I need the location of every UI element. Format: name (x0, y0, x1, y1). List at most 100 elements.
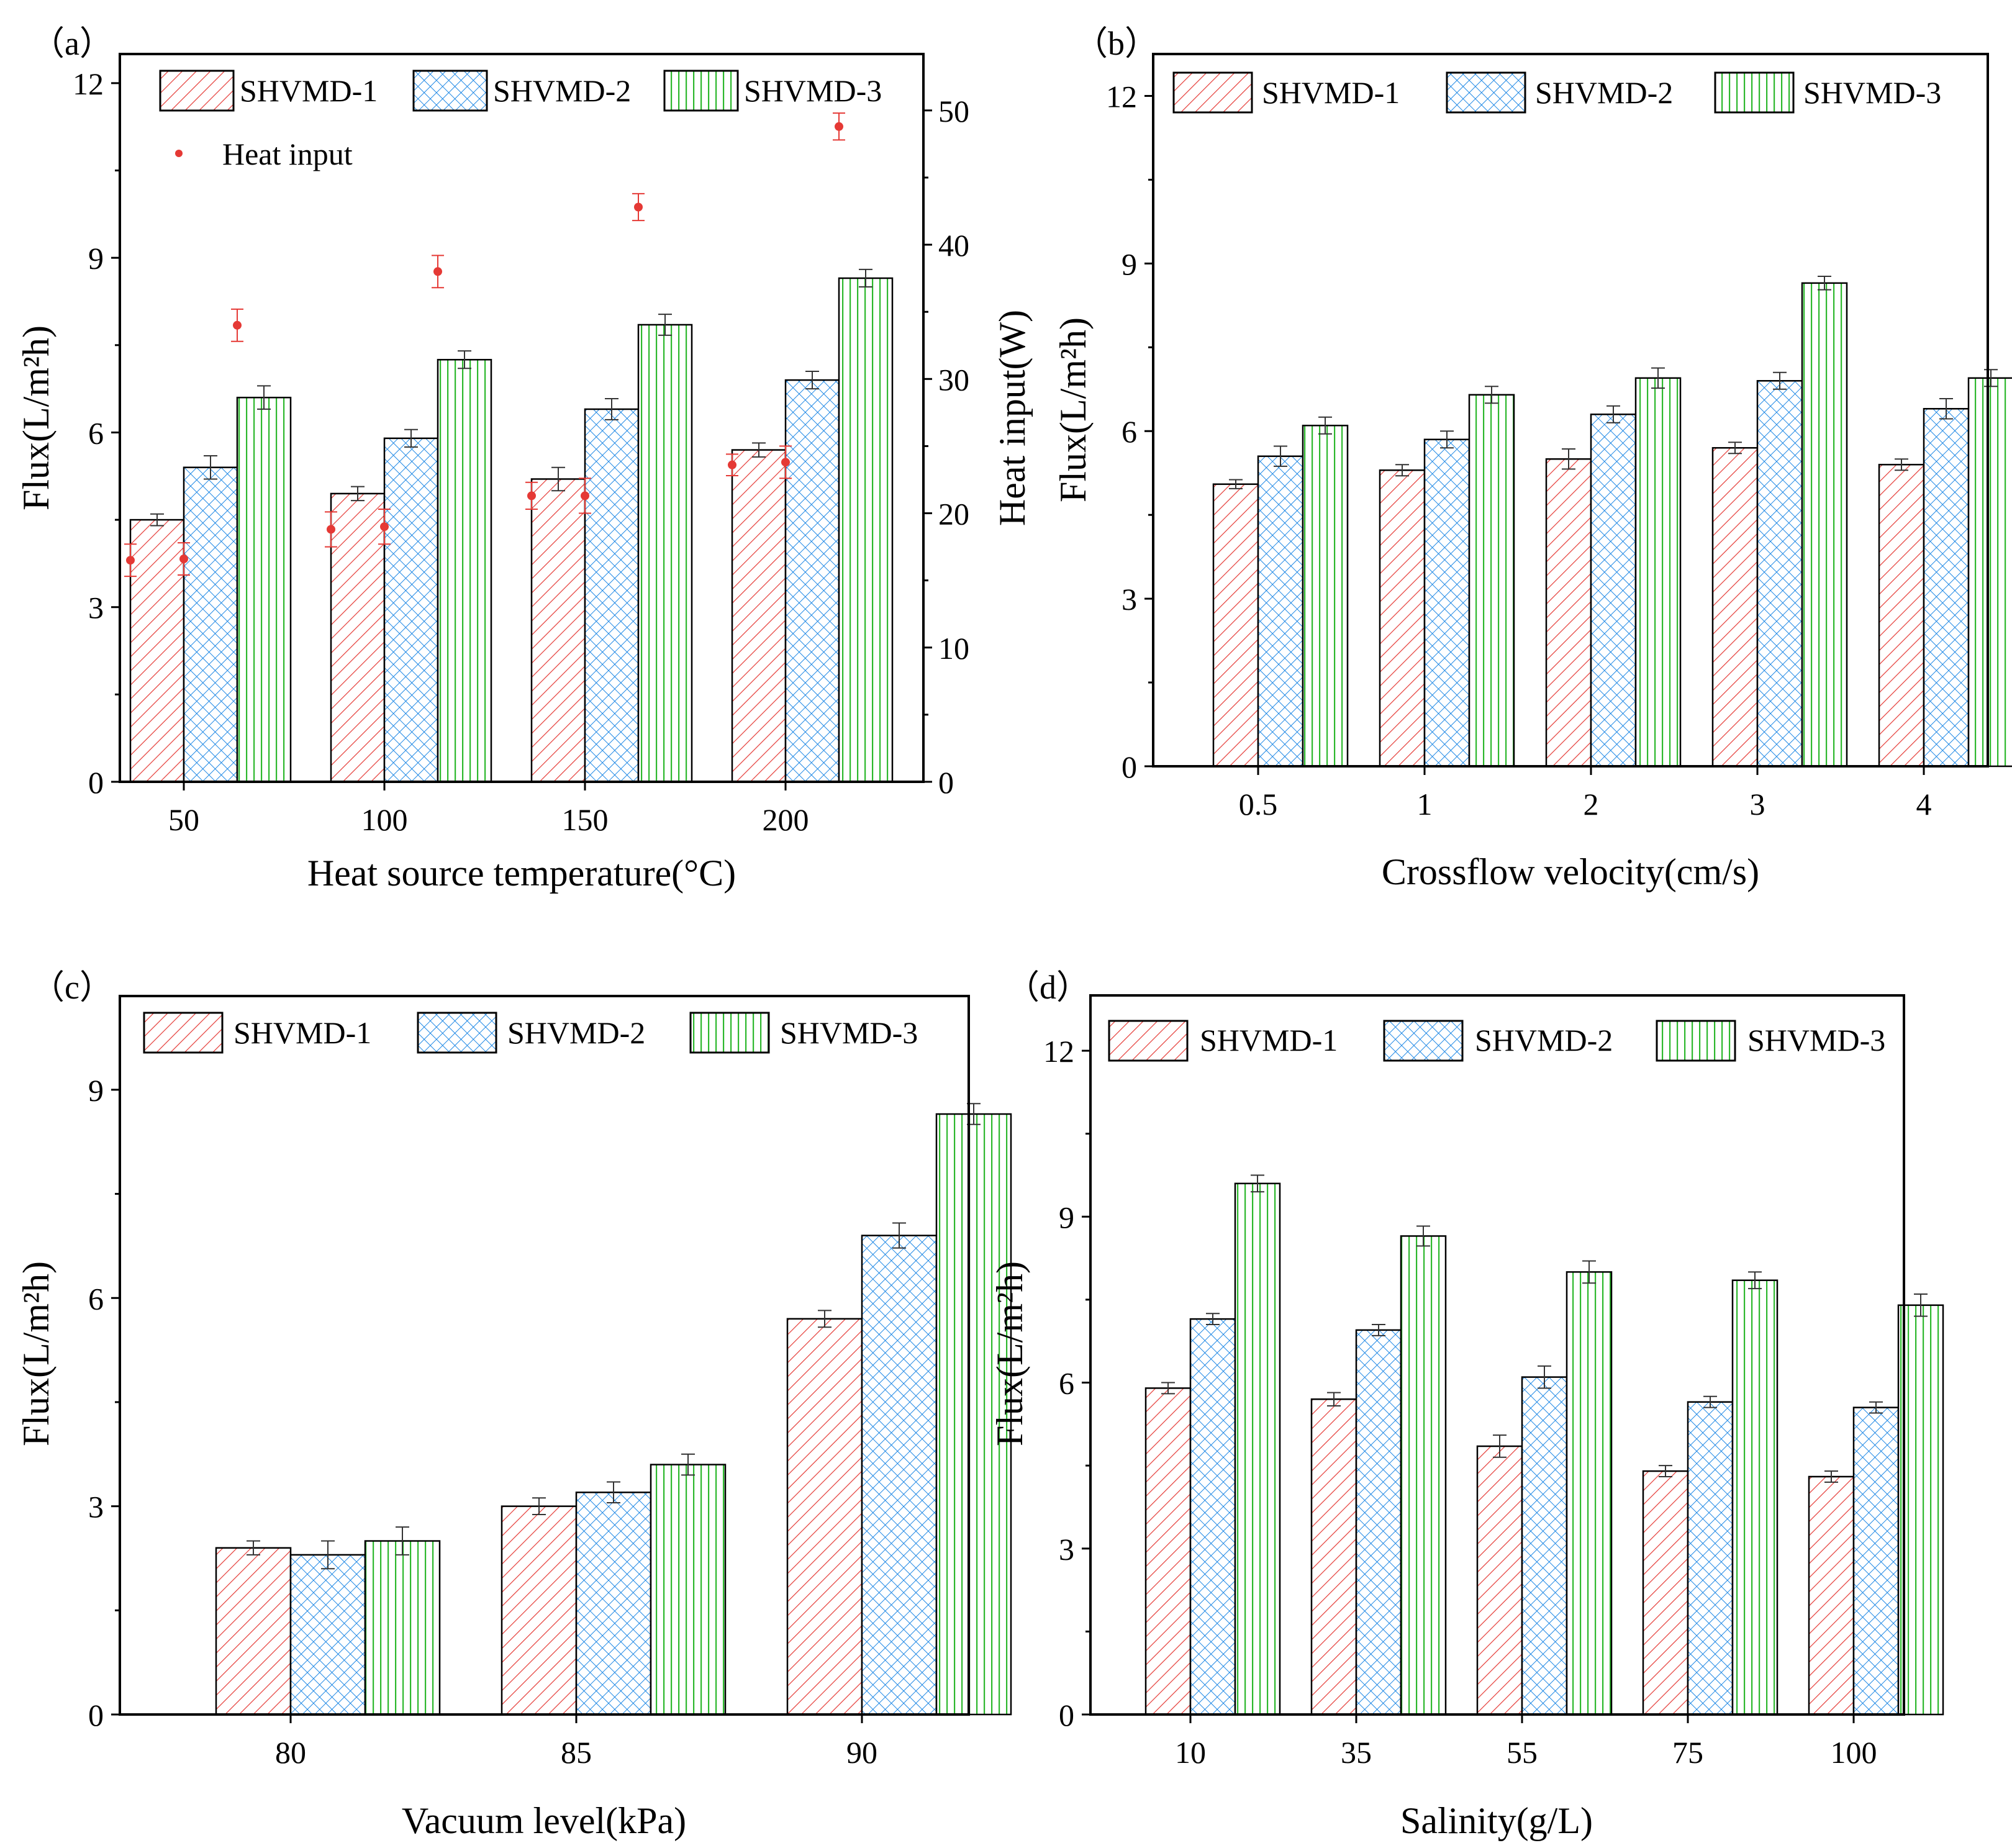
bar-shvmd-2-4 (1923, 408, 1970, 768)
legend-swatch-shvmd-3 (1656, 1020, 1736, 1062)
bar-shvmd-1-100 (1808, 1475, 1855, 1716)
x-tick-label: 3 (1750, 787, 1765, 822)
bar-shvmd-2-2 (1590, 413, 1637, 768)
bar-shvmd-2-80 (289, 1554, 366, 1716)
bar-shvmd-3-75 (1731, 1279, 1779, 1716)
bar-shvmd-1-3 (1711, 446, 1759, 768)
bar-shvmd-2-85 (575, 1492, 652, 1716)
panel-b-marks (1212, 276, 2012, 768)
y-tick-label: 0 (88, 765, 104, 800)
panel-c-axes: 0 3 6 9 80 85 90 (88, 1073, 877, 1770)
bar-shvmd-3-0.5 (1302, 424, 1349, 768)
bar-shvmd-3-3 (1801, 282, 1848, 768)
legend-label-shvmd-1: SHVMD-1 (233, 1015, 371, 1050)
bar-shvmd-2-90 (861, 1234, 938, 1716)
bar-shvmd-2-75 (1687, 1401, 1734, 1716)
y-tick-label: 0 (1122, 750, 1137, 784)
bar-shvmd-3-90 (935, 1113, 1012, 1716)
x-tick-label: 90 (846, 1735, 877, 1770)
legend-label-shvmd-1: SHVMD-1 (240, 73, 378, 108)
bar-shvmd-3-55 (1566, 1271, 1613, 1716)
legend-label-shvmd-2: SHVMD-2 (493, 73, 631, 108)
bar-shvmd-1-4 (1878, 463, 1925, 768)
panel-a-ylabel: Flux(L/m²h) (16, 325, 57, 510)
y-tick-label: 12 (1043, 1034, 1074, 1069)
panel-a: （a） 0 3 6 9 12 50 100 150 200 0 10 20 30 40 50 Heat so… (16, 25, 1033, 894)
panel-c-frame (119, 995, 970, 1716)
panel-c: （c） 0 3 6 9 80 85 90 Vacuum level(kPa) Flux(L/… (16, 969, 1012, 1841)
bar-shvmd-3-80 (364, 1540, 441, 1716)
legend-swatch-shvmd-2 (412, 70, 488, 112)
y-tick-label: 3 (88, 591, 104, 625)
bar-shvmd-1-150 (530, 478, 586, 783)
x-tick-label: 150 (562, 802, 609, 837)
x-tick-label: 2 (1584, 787, 1599, 822)
bar-shvmd-1-35 (1310, 1398, 1357, 1716)
bar-shvmd-3-2 (1634, 377, 1682, 768)
bar-shvmd-2-10 (1189, 1318, 1236, 1716)
y-tick-label: 0 (1059, 1698, 1074, 1732)
panel-a-legend: SHVMD-1 SHVMD-2 SHVMD-3 Heat input (159, 70, 882, 171)
bar-shvmd-2-55 (1521, 1376, 1568, 1716)
y-tick-label: 3 (88, 1490, 104, 1524)
x-tick-label: 10 (1175, 1735, 1206, 1770)
y-tick-label: 12 (1106, 79, 1137, 114)
heat-input-point (835, 122, 843, 131)
panel-b-ylabel: Flux(L/m²h) (1053, 317, 1094, 502)
legend-swatch-shvmd-1 (1108, 1020, 1189, 1062)
panel-c-xlabel: Vacuum level(kPa) (402, 1800, 686, 1841)
legend-swatch-shvmd-3 (663, 70, 739, 112)
bar-shvmd-3-50 (236, 396, 292, 783)
heat-input-point (433, 267, 442, 276)
x-tick-label: 200 (763, 802, 809, 837)
bar-shvmd-1-85 (501, 1505, 578, 1716)
x-tick-label: 0.5 (1239, 787, 1278, 822)
bar-shvmd-2-200 (784, 379, 840, 783)
legend-label-shvmd-3: SHVMD-3 (744, 73, 882, 108)
y-tick-label: 6 (1059, 1366, 1074, 1401)
x-tick-label: 100 (1831, 1735, 1877, 1770)
heat-input-point (233, 320, 242, 330)
legend-swatch-shvmd-2 (1383, 1020, 1464, 1062)
bar-shvmd-3-10 (1234, 1182, 1281, 1716)
bar-shvmd-1-75 (1642, 1470, 1689, 1716)
bar-shvmd-3-35 (1400, 1235, 1447, 1716)
panel-b-legend: SHVMD-1 SHVMD-2 SHVMD-3 (1172, 71, 1941, 114)
x-tick-label: 4 (1916, 787, 1932, 822)
heat-input-point (327, 525, 335, 534)
legend-label-shvmd-2: SHVMD-2 (507, 1015, 645, 1050)
heat-input-point (527, 491, 536, 500)
x-tick-label: 1 (1417, 787, 1433, 822)
legend-label-shvmd-2: SHVMD-2 (1475, 1023, 1613, 1058)
panel-d-label: （d） (1006, 969, 1090, 1006)
heat-input-point (380, 522, 389, 532)
panel-b-label: （b） (1074, 25, 1158, 62)
bar-shvmd-1-55 (1476, 1445, 1523, 1716)
legend-swatch-shvmd-3 (689, 1012, 770, 1054)
legend-label-shvmd-3: SHVMD-3 (1803, 75, 1941, 110)
bar-shvmd-2-150 (584, 408, 640, 783)
y2-tick-label: 10 (938, 631, 969, 666)
panel-c-marks (215, 1103, 1012, 1716)
bar-shvmd-1-200 (731, 449, 787, 783)
panel-d-axes: 0 3 6 9 12 10 35 55 75 100 (1043, 1034, 1877, 1770)
heat-input-point (781, 458, 790, 467)
panel-a-marks (124, 112, 894, 783)
panel-c-label: （c） (31, 969, 113, 1006)
panel-a-xlabel: Heat source temperature(°C) (307, 853, 736, 894)
legend-swatch-shvmd-3 (1714, 71, 1795, 114)
y-tick-label: 12 (73, 66, 104, 101)
y-tick-label: 3 (1122, 582, 1137, 617)
panel-b-xlabel: Crossflow velocity(cm/s) (1382, 851, 1759, 892)
legend-swatch-shvmd-1 (159, 70, 235, 112)
y-tick-label: 3 (1059, 1532, 1074, 1567)
y-tick-label: 9 (88, 241, 104, 276)
panel-d-legend: SHVMD-1 SHVMD-2 SHVMD-3 (1108, 1020, 1885, 1062)
legend-swatch-shvmd-2 (417, 1012, 497, 1054)
panel-d-ylabel: Flux(L/m²h) (989, 1261, 1030, 1446)
bar-shvmd-2-100 (1852, 1406, 1900, 1716)
x-tick-label: 85 (561, 1735, 592, 1770)
x-tick-label: 80 (275, 1735, 306, 1770)
